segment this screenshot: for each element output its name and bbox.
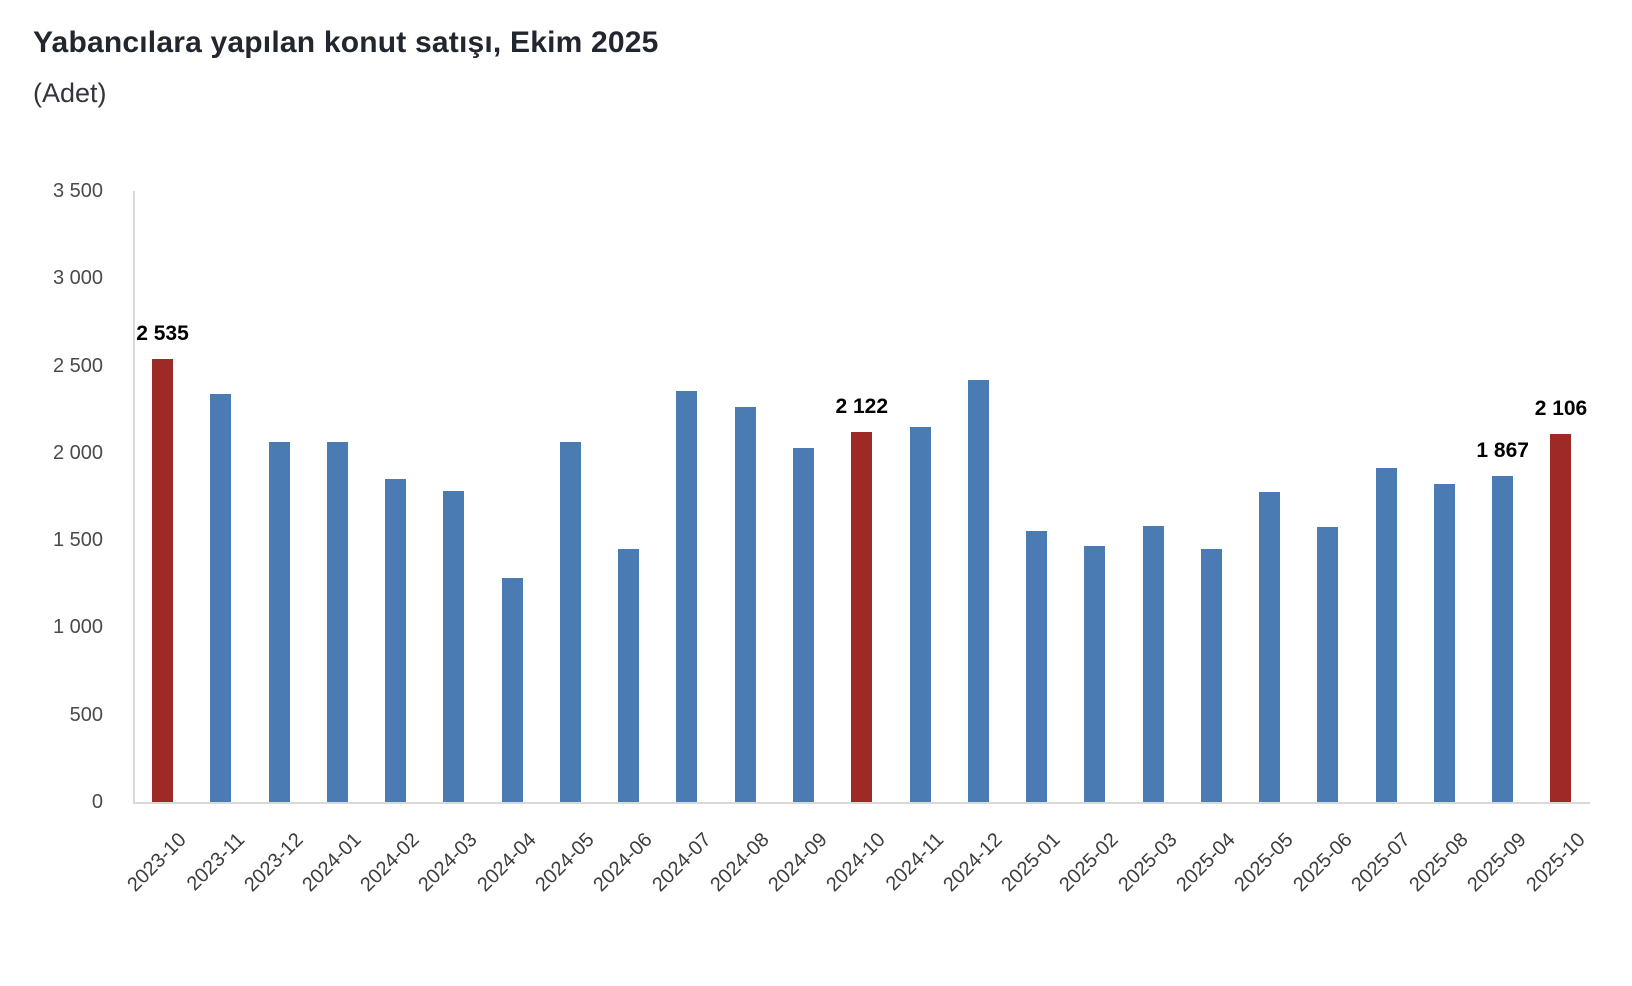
- x-tick-label-2025-03: 2025-03: [1113, 828, 1182, 897]
- y-tick-label: 2 000: [52, 441, 103, 464]
- bar-value-label-2023-10: 2 535: [136, 322, 189, 346]
- y-tick-label: 0: [91, 791, 103, 813]
- y-tick-label: 2 500: [52, 354, 103, 377]
- bar-2025-08: [1433, 484, 1455, 802]
- x-tick-label-2024-06: 2024-06: [589, 828, 657, 897]
- y-tick-label: 3 500: [52, 180, 103, 202]
- x-tick-label-2025-09: 2025-09: [1463, 828, 1531, 897]
- x-tick-label-2024-08: 2024-08: [706, 828, 774, 897]
- x-tick-label-2024-04: 2024-04: [472, 828, 541, 897]
- bar-2024-12: [967, 379, 989, 802]
- y-tick-label: 1 500: [52, 529, 103, 552]
- bar-2024-02: [385, 479, 407, 802]
- x-tick-label-2023-12: 2023-12: [239, 828, 308, 897]
- bar-value-label-2025-10: 2 106: [1534, 397, 1588, 421]
- bar-value-label-2024-10: 2 122: [835, 394, 889, 418]
- bar-2023-10: [152, 359, 173, 802]
- bar-2024-03: [443, 491, 465, 802]
- x-axis-line: [133, 802, 1590, 804]
- x-tick-label-2025-02: 2025-02: [1055, 828, 1124, 897]
- bar-2025-02: [1084, 546, 1106, 802]
- y-tick-label: 500: [69, 703, 103, 726]
- x-tick-label-2023-11: 2023-11: [182, 828, 250, 896]
- bar-2023-12: [268, 441, 290, 802]
- bar-2025-09: [1492, 476, 1514, 802]
- x-tick-label-2025-08: 2025-08: [1405, 828, 1473, 897]
- bar-2025-01: [1026, 530, 1048, 802]
- x-tick-label-2024-05: 2024-05: [531, 828, 599, 897]
- chart-title: Yabancılara yapılan konut satışı, Ekim 2…: [33, 26, 659, 59]
- bar-2024-09: [792, 448, 814, 802]
- bar-2024-08: [734, 407, 756, 802]
- x-tick-label-2024-09: 2024-09: [764, 828, 832, 897]
- bar-2024-05: [559, 441, 581, 802]
- x-tick-label-2023-10: 2023-10: [123, 828, 191, 897]
- x-tick-label-2024-07: 2024-07: [647, 828, 716, 897]
- x-tick-label-2025-10: 2025-10: [1521, 828, 1590, 897]
- x-tick-label-2025-07: 2025-07: [1346, 828, 1415, 897]
- bar-2025-03: [1142, 526, 1164, 802]
- bar-2024-07: [676, 390, 698, 802]
- bar-2025-10: [1550, 434, 1572, 802]
- bar-value-label-2025-09: 1 867: [1476, 439, 1529, 463]
- y-axis-line: [133, 191, 135, 802]
- x-tick-label-2025-01: 2025-01: [997, 828, 1065, 897]
- y-tick-label: 3 000: [52, 267, 103, 290]
- x-tick-label-2024-11: 2024-11: [881, 828, 949, 896]
- chart-unit-subtitle: (Adet): [33, 78, 107, 108]
- x-tick-label-2024-02: 2024-02: [356, 828, 424, 897]
- bar-2024-06: [618, 548, 640, 802]
- bar-2025-04: [1200, 548, 1222, 802]
- y-tick-label: 1 000: [52, 616, 103, 639]
- bar-2025-07: [1375, 467, 1397, 802]
- x-tick-label-2024-12: 2024-12: [939, 828, 1007, 897]
- bar-2025-05: [1259, 492, 1281, 802]
- bar-2024-04: [501, 577, 523, 802]
- x-tick-label-2025-05: 2025-05: [1230, 828, 1298, 897]
- bar-2025-06: [1317, 527, 1339, 802]
- x-tick-label-2024-10: 2024-10: [822, 828, 891, 897]
- bar-2024-10: [851, 431, 873, 802]
- x-tick-label-2025-04: 2025-04: [1172, 828, 1240, 897]
- bar-2023-11: [210, 393, 232, 802]
- x-tick-label-2025-06: 2025-06: [1288, 828, 1357, 897]
- x-tick-label-2024-01: 2024-01: [298, 828, 366, 897]
- x-tick-label-2024-03: 2024-03: [414, 828, 483, 897]
- bar-2024-01: [326, 441, 348, 802]
- bar-2024-11: [909, 426, 931, 802]
